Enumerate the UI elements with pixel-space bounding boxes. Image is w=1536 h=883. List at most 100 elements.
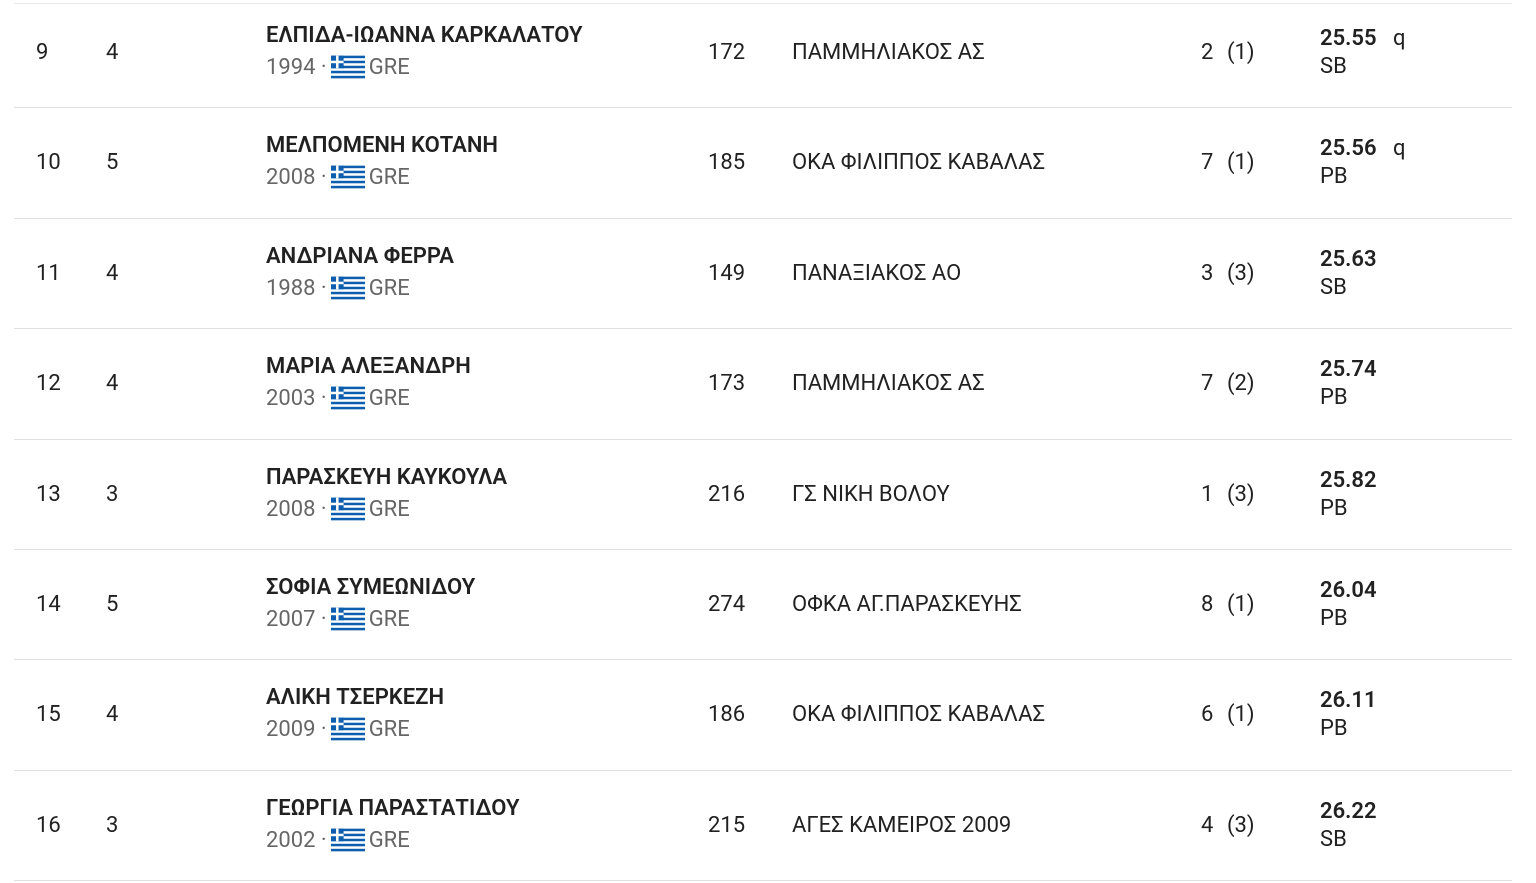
athlete-name: ΣΟΦΙΑ ΣΥΜΕΩΝΙΔΟΥ [266, 575, 476, 600]
rank: 14 [36, 592, 61, 617]
divider [14, 3, 1512, 4]
time: 25.82 [1320, 467, 1377, 493]
time: 25.74 [1320, 357, 1377, 383]
athlete-info: 2002 · GRE [266, 828, 410, 859]
flag [330, 717, 365, 748]
result-row: 10 5 ΜΕΛΠΟΜΕΝΗ ΚΟΤΑΝΗ 2008 · GRE 185 ΟΚΑ ΦΙΛΙΠ… [14, 108, 1512, 219]
lane: 3 [106, 812, 119, 838]
athlete-name: ΜΕΛΠΟΜΕΝΗ ΚΟΤΑΝΗ [266, 133, 499, 159]
bib: 185 [708, 150, 746, 176]
birth-year: 2002 [266, 827, 316, 853]
lane: 3 [106, 481, 119, 507]
separator: · [315, 386, 327, 412]
athlete-info: 2009 · GRE [266, 717, 410, 748]
club: ΟΚΑ ΦΙΛΙΠΠΟΣ ΚΑΒΑΛΑΣ [792, 150, 1046, 176]
result-row: 13 3 ΠΑΡΑΣΚΕΥΗ ΚΑΥΚΟΥΛΑ 2008 · GRE 216 ΓΣ ΝΙΚΗ… [14, 440, 1512, 550]
heat: (1) [1227, 40, 1255, 65]
separator: · [315, 717, 327, 743]
athlete-info: 2007 · GRE [266, 607, 410, 638]
separator: · [315, 55, 327, 80]
time: 26.04 [1320, 578, 1377, 603]
lane: 4 [106, 702, 119, 728]
country: GRE [368, 275, 410, 301]
record: PB [1320, 385, 1348, 411]
rank: 11 [36, 260, 61, 286]
heat-place: 2 [1201, 40, 1214, 65]
club: ΑΓΕΣ ΚΑΜΕΙΡΟΣ 2009 [792, 812, 1012, 838]
lane: 4 [106, 371, 119, 397]
birth-year: 2007 [266, 607, 316, 632]
heat: (1) [1227, 150, 1255, 176]
record: PB [1320, 495, 1348, 521]
flag [330, 607, 365, 638]
lane: 4 [106, 260, 119, 286]
flag [330, 386, 365, 417]
flag [330, 276, 365, 307]
result-row: 15 4 ΑΛΙΚΗ ΤΣΕΡΚΕΖΗ 2009 · GRE 186 ΟΚΑ ΦΙΛΙΠΠΟ… [14, 660, 1512, 771]
lane: 5 [106, 150, 119, 176]
club: ΓΣ ΝΙΚΗ ΒΟΛΟΥ [792, 481, 950, 507]
result-row: 16 3 ΓΕΩΡΓΙΑ ΠΑΡΑΣΤΑΤΙΔΟΥ 2002 · GRE 215 ΑΓΕΣ … [14, 771, 1512, 882]
rank: 16 [36, 812, 61, 838]
time: 25.63 [1320, 246, 1377, 272]
result-row: 14 5 ΣΟΦΙΑ ΣΥΜΕΩΝΙΔΟΥ 2007 · GRE 274 ΟΦΚΑ ΑΓ.Π… [14, 550, 1512, 661]
club: ΟΚΑ ΦΙΛΙΠΠΟΣ ΚΑΒΑΛΑΣ [792, 702, 1046, 728]
athlete-info: 2003 · GRE [266, 386, 410, 417]
club: ΟΦΚΑ ΑΓ.ΠΑΡΑΣΚΕΥΗΣ [792, 592, 1022, 617]
athlete-name: ΕΛΠΙΔΑ-ΙΩΑΝΝΑ ΚΑΡΚΑΛΑΤΟΥ [266, 23, 583, 48]
athlete-name: ΑΝΔΡΙΑΝΑ ΦΕΡΡΑ [266, 243, 454, 269]
rank: 10 [36, 150, 61, 176]
country: GRE [368, 827, 410, 853]
club: ΠΑΝΑΞΙΑΚΟΣ ΑΟ [792, 260, 962, 286]
club: ΠΑΜΜΗΛΙΑΚΟΣ ΑΣ [792, 371, 985, 397]
record: SB [1320, 274, 1347, 300]
birth-year: 1988 [266, 275, 316, 301]
separator: · [315, 496, 327, 522]
heat: (3) [1227, 260, 1255, 286]
heat: (3) [1227, 812, 1255, 838]
bib: 216 [708, 481, 746, 507]
athlete-name: ΑΛΙΚΗ ΤΣΕΡΚΕΖΗ [266, 685, 445, 711]
bib: 172 [708, 40, 746, 65]
birth-year: 2003 [266, 386, 316, 412]
heat: (2) [1227, 371, 1255, 397]
record: PB [1320, 606, 1348, 631]
separator: · [315, 275, 327, 301]
result-row: 11 4 ΑΝΔΡΙΑΝΑ ΦΕΡΡΑ 1988 · GRE 149 ΠΑΝΑΞΙΑΚΟΣ … [14, 219, 1512, 330]
heat-place: 6 [1201, 702, 1214, 728]
bib: 215 [708, 812, 746, 838]
birth-year: 1994 [266, 55, 316, 80]
athlete-info: 1988 · GRE [266, 276, 410, 307]
separator: · [315, 607, 327, 632]
heat: (3) [1227, 481, 1255, 507]
birth-year: 2009 [266, 717, 316, 743]
bib: 274 [708, 592, 746, 617]
heat: (1) [1227, 592, 1255, 617]
record: PB [1320, 164, 1348, 190]
bib: 186 [708, 702, 746, 728]
athlete-info: 2008 · GRE [266, 497, 410, 528]
flag [330, 165, 365, 196]
record: PB [1320, 716, 1348, 742]
qualifier: q [1393, 136, 1406, 162]
heat-place: 7 [1201, 150, 1214, 176]
flag [330, 55, 365, 86]
lane: 5 [106, 592, 119, 617]
qualifier: q [1393, 26, 1406, 51]
time: 25.55 [1320, 26, 1377, 51]
separator: · [315, 165, 327, 191]
rank: 15 [36, 702, 61, 728]
club: ΠΑΜΜΗΛΙΑΚΟΣ ΑΣ [792, 40, 985, 65]
heat-place: 8 [1201, 592, 1214, 617]
flag [330, 828, 365, 859]
result-row: 9 4 ΕΛΠΙΔΑ-ΙΩΑΝΝΑ ΚΑΡΚΑΛΑΤΟΥ 1994 · GRE 172 ΠΑ… [14, 0, 1512, 109]
athlete-name: ΜΑΡΙΑ ΑΛΕΞΑΝΔΡΗ [266, 354, 471, 380]
time: 25.56 [1320, 136, 1377, 162]
flag [330, 497, 365, 528]
athlete-info: 2008 · GRE [266, 165, 410, 196]
heat-place: 1 [1201, 481, 1214, 507]
rank: 12 [36, 371, 61, 397]
time: 26.22 [1320, 798, 1377, 824]
rank: 13 [36, 481, 61, 507]
athlete-name: ΓΕΩΡΓΙΑ ΠΑΡΑΣΤΑΤΙΔΟΥ [266, 795, 520, 821]
